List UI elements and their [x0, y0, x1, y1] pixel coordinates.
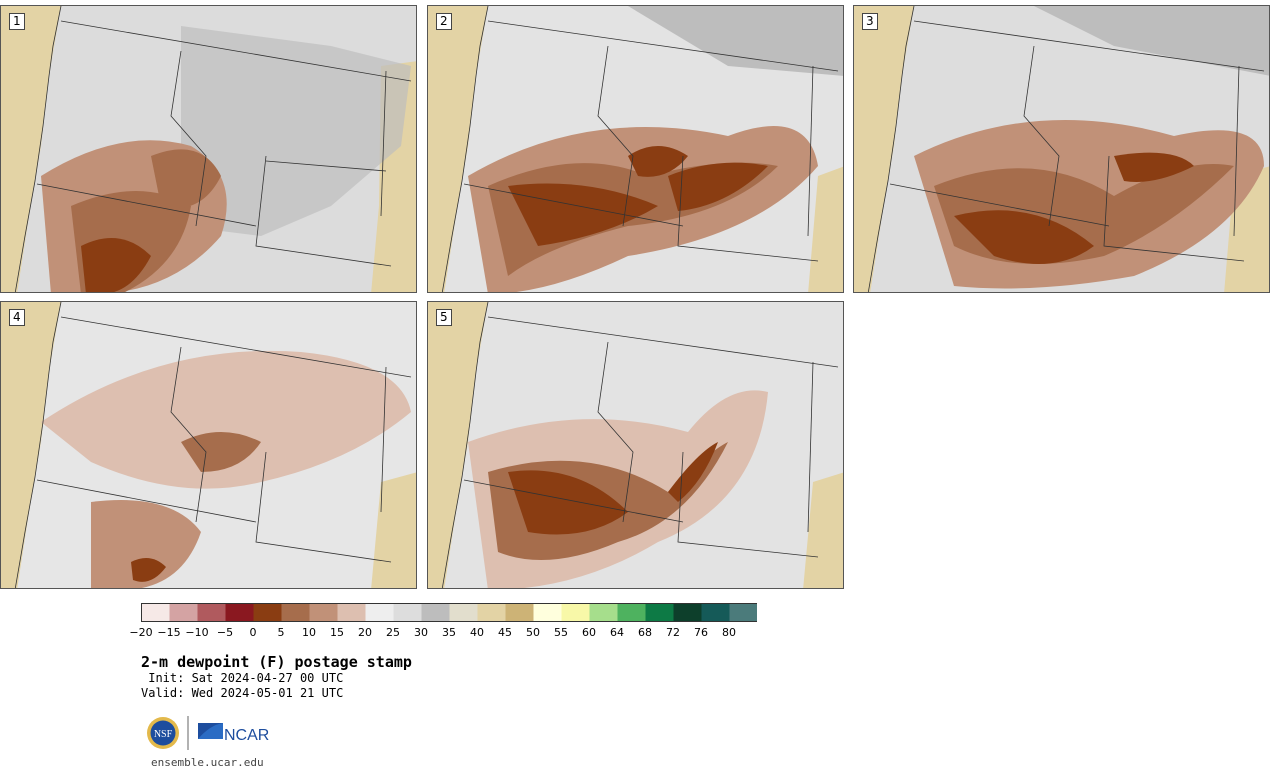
colorbar-tick-label: 5 — [277, 626, 285, 639]
colorbar-swatch-8 — [365, 603, 394, 622]
dewpoint-map-3 — [854, 6, 1269, 292]
colorbar-tick-label: 64 — [610, 626, 624, 639]
colorbar-tick-label: −5 — [216, 626, 234, 639]
stamp-panel-2[interactable]: 2 — [427, 5, 844, 293]
ncar-logo-text: NCAR — [224, 727, 269, 744]
colorbar-tick-label: 60 — [582, 626, 596, 639]
colorbar-tick-label: 45 — [498, 626, 512, 639]
nsf-ncar-logo: NSF NCAR — [147, 716, 269, 750]
colorbar-swatch-14 — [533, 603, 562, 622]
colorbar-tick-label: 76 — [694, 626, 708, 639]
colorbar-swatch-2 — [197, 603, 226, 622]
colorbar-swatch-0 — [141, 603, 170, 622]
colorbar-swatch-7 — [337, 603, 366, 622]
panel-number-5: 5 — [436, 309, 452, 326]
colorbar-swatch-11 — [449, 603, 478, 622]
colorbar-tick-label: 0 — [249, 626, 257, 639]
colorbar-tick-label: −20 — [129, 626, 153, 639]
colorbar-tick-label: 20 — [358, 626, 372, 639]
colorbar-swatch-16 — [589, 603, 618, 622]
colorbar-swatch-10 — [421, 603, 450, 622]
colorbar-tick-label: 10 — [302, 626, 316, 639]
colorbar-swatch-6 — [309, 603, 338, 622]
colorbar-tick-label: 80 — [722, 626, 736, 639]
colorbar-tick-label: 72 — [666, 626, 680, 639]
colorbar-swatch-21 — [729, 603, 757, 622]
panel-number-2: 2 — [436, 13, 452, 30]
colorbar-tick-label: 25 — [386, 626, 400, 639]
colorbar-swatch-17 — [617, 603, 646, 622]
colorbar-swatch-18 — [645, 603, 674, 622]
chart-title: 2-m dewpoint (F) postage stamp — [141, 653, 412, 671]
dewpoint-map-4 — [1, 302, 416, 588]
colorbar-swatch-1 — [169, 603, 198, 622]
colorbar — [141, 603, 757, 622]
panel-number-4: 4 — [9, 309, 25, 326]
dewpoint-map-5 — [428, 302, 843, 588]
init-time: Init: Sat 2024-04-27 00 UTC — [141, 671, 344, 685]
colorbar-tick-label: 30 — [414, 626, 428, 639]
colorbar-swatch-9 — [393, 603, 422, 622]
colorbar-tick-label: 40 — [470, 626, 484, 639]
colorbar-tick-labels: −20 −15 −10 −5 0 5 10 15 20 25 30 35 40 45 50 55 60 64 68 7… — [0, 626, 800, 640]
colorbar-swatch-12 — [477, 603, 506, 622]
colorbar-tick-label: 35 — [442, 626, 456, 639]
colorbar-outline — [141, 603, 757, 622]
colorbar-tick-label: −15 — [157, 626, 181, 639]
stamp-panel-4[interactable]: 4 — [0, 301, 417, 589]
stamp-panel-1[interactable]: 1 — [0, 5, 417, 293]
colorbar-swatch-4 — [253, 603, 282, 622]
valid-time: Valid: Wed 2024-05-01 21 UTC — [141, 686, 344, 700]
site-url[interactable]: ensemble.ucar.edu — [151, 756, 264, 769]
colorbar-tick-label: 68 — [638, 626, 652, 639]
dewpoint-map-2 — [428, 6, 843, 292]
colorbar-tick-label: 50 — [526, 626, 540, 639]
stamp-panel-3[interactable]: 3 — [853, 5, 1270, 293]
stamp-panel-5[interactable]: 5 — [427, 301, 844, 589]
colorbar-swatch-20 — [701, 603, 730, 622]
colorbar-swatch-3 — [225, 603, 254, 622]
colorbar-tick-label: −10 — [185, 626, 209, 639]
colorbar-tick-label: 55 — [554, 626, 568, 639]
colorbar-swatch-15 — [561, 603, 590, 622]
logos: NSF NCAR — [145, 713, 275, 753]
colorbar-swatch-13 — [505, 603, 534, 622]
panel-number-3: 3 — [862, 13, 878, 30]
colorbar-swatch-5 — [281, 603, 310, 622]
colorbar-swatch-19 — [673, 603, 702, 622]
nsf-logo-text: NSF — [154, 729, 173, 740]
panel-number-1: 1 — [9, 13, 25, 30]
colorbar-tick-label: 15 — [330, 626, 344, 639]
dewpoint-map-1 — [1, 6, 416, 292]
